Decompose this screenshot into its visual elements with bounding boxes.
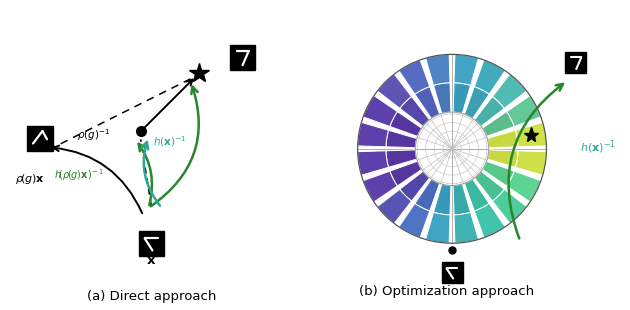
Text: $h\!\left(\rho\!\left(g\right)\mathbf{x}\right)^{\!-1}$: $h\!\left(\rho\!\left(g\right)\mathbf{x}… <box>54 167 104 183</box>
Text: (b) Optimization approach: (b) Optimization approach <box>359 285 534 298</box>
Wedge shape <box>358 151 389 175</box>
Wedge shape <box>454 212 478 243</box>
Wedge shape <box>487 150 518 167</box>
Wedge shape <box>454 55 478 85</box>
Wedge shape <box>474 203 505 238</box>
Wedge shape <box>399 203 430 238</box>
Wedge shape <box>464 179 490 211</box>
Wedge shape <box>474 171 504 201</box>
Text: $h\left(\mathbf{x}\right)^{-1}$: $h\left(\mathbf{x}\right)^{-1}$ <box>153 135 186 149</box>
Wedge shape <box>386 130 417 148</box>
Wedge shape <box>487 130 518 148</box>
Wedge shape <box>390 161 421 186</box>
Bar <box>28 126 52 151</box>
Wedge shape <box>390 112 421 136</box>
Wedge shape <box>433 83 451 113</box>
Wedge shape <box>386 150 417 167</box>
Wedge shape <box>426 212 450 243</box>
Wedge shape <box>507 171 541 202</box>
Text: $\rho\left(g\right)^{-1}$: $\rho\left(g\right)^{-1}$ <box>76 127 110 143</box>
Text: $\mathbf{x}$: $\mathbf{x}$ <box>447 259 457 272</box>
Wedge shape <box>415 179 440 211</box>
Text: $h\left(\mathbf{x}\right)^{-1}$: $h\left(\mathbf{x}\right)^{-1}$ <box>580 138 616 156</box>
Wedge shape <box>415 86 440 118</box>
Wedge shape <box>483 161 514 186</box>
Wedge shape <box>377 189 411 224</box>
Wedge shape <box>358 122 389 147</box>
Wedge shape <box>507 96 541 126</box>
Wedge shape <box>493 74 527 108</box>
Bar <box>565 52 587 73</box>
Wedge shape <box>464 86 490 118</box>
Wedge shape <box>474 96 504 126</box>
Wedge shape <box>377 74 411 108</box>
Wedge shape <box>453 184 471 215</box>
Bar <box>442 262 462 283</box>
Text: (a) Direct approach: (a) Direct approach <box>86 290 216 303</box>
Wedge shape <box>363 171 398 202</box>
Wedge shape <box>515 122 546 147</box>
Wedge shape <box>483 112 514 136</box>
Text: $\mathbf{x}$: $\mathbf{x}$ <box>146 254 156 267</box>
Wedge shape <box>363 96 398 126</box>
Wedge shape <box>453 83 471 113</box>
Text: $\rho\!\left(g\right)\mathbf{x}$: $\rho\!\left(g\right)\mathbf{x}$ <box>15 172 45 186</box>
Bar <box>229 45 255 70</box>
Wedge shape <box>493 189 527 224</box>
Bar <box>139 231 164 256</box>
Wedge shape <box>515 151 546 175</box>
Wedge shape <box>400 171 430 201</box>
Wedge shape <box>474 60 505 94</box>
Wedge shape <box>426 55 450 85</box>
Wedge shape <box>399 60 430 94</box>
Wedge shape <box>433 184 451 215</box>
Wedge shape <box>400 96 430 126</box>
